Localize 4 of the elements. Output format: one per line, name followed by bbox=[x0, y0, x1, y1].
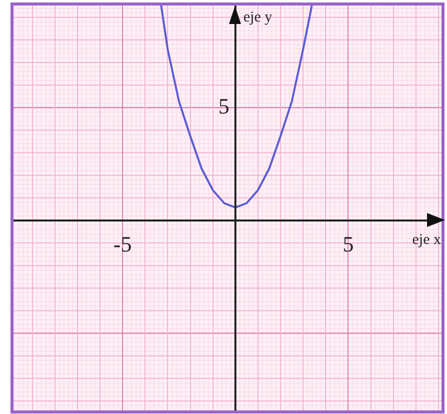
x-axis-title: eje x bbox=[412, 232, 442, 248]
y-axis-title: eje y bbox=[243, 9, 273, 26]
annotation: 5 bbox=[218, 93, 230, 118]
x-tick-label: -5 bbox=[113, 231, 132, 256]
